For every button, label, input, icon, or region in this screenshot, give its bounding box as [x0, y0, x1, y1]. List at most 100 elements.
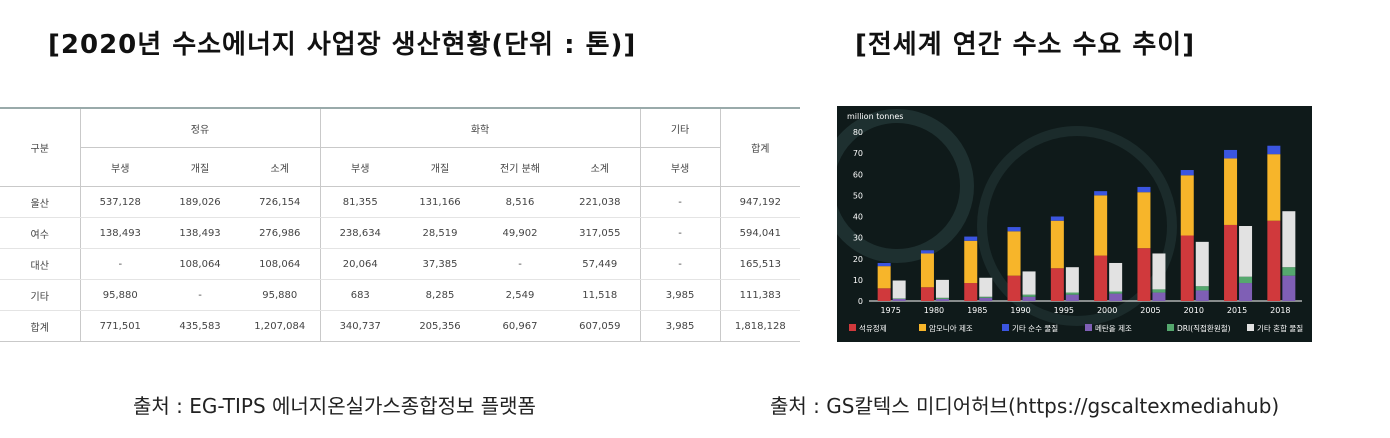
table-cell: -: [79, 248, 160, 280]
x-tick-label: 2018: [1270, 306, 1290, 315]
table-title: [2020년 수소에너지 사업장 생산현황(단위 : 톤)]: [48, 30, 637, 60]
table-cell: 20,064: [319, 248, 400, 280]
chart-source: 출처 : GS칼텍스 미디어허브(https://gscaltexmediahu…: [770, 394, 1280, 418]
x-tick-label: 1995: [1054, 306, 1074, 315]
table-cell: 11,518: [560, 279, 641, 311]
table-cell: 8,516: [480, 186, 560, 218]
bar-segment: [1195, 290, 1209, 301]
bar-segment: [1239, 226, 1253, 277]
table-cell: 111,383: [719, 279, 801, 311]
bar-segment: [1022, 294, 1036, 297]
legend-label: DRI(직접환원철): [1177, 323, 1231, 333]
bar-segment: [1094, 191, 1108, 196]
x-tick-label: 2010: [1184, 306, 1204, 315]
header-group-refining: 정유: [79, 107, 320, 148]
table-row: 합계 771,501 435,583 1,207,084 340,737 205,356 6…: [0, 310, 801, 342]
bar-segment: [964, 240, 978, 284]
table-cell: 435,583: [160, 310, 240, 342]
bar-segment: [1022, 271, 1036, 295]
bar-segment: [1094, 255, 1108, 301]
table-cell: -: [480, 248, 560, 280]
row-label: 기타: [0, 279, 80, 311]
subheader: 부생: [319, 147, 400, 187]
table-cell: 3,985: [639, 310, 721, 342]
bar-segment: [1180, 170, 1194, 176]
table-cell: 131,166: [400, 186, 480, 218]
table-cell: 1,207,084: [240, 310, 320, 342]
table-cell: 340,737: [319, 310, 400, 342]
bar-segment: [1224, 224, 1238, 301]
bar-segment: [1065, 267, 1079, 293]
bar-segment: [877, 262, 891, 267]
table-row: 대산 -108,064 108,064 20,064 37,385-57,449-165…: [0, 248, 801, 280]
bar-segment: [1282, 267, 1296, 276]
bar-segment: [1007, 227, 1021, 232]
bar-segment: [920, 250, 934, 254]
y-tick-label: 0: [858, 297, 863, 306]
row-label: 대산: [0, 248, 80, 280]
bar-segment: [1007, 275, 1021, 301]
bar-segment: [1007, 231, 1021, 276]
y-axis-label: million tonnes: [847, 112, 903, 121]
legend-swatch: [1002, 324, 1009, 331]
table-cell: 537,128: [79, 186, 160, 218]
bar-segment: [935, 279, 949, 298]
table-cell: 138,493: [160, 217, 240, 249]
bar-segment: [1267, 220, 1281, 301]
table-cell: 49,902: [480, 217, 560, 249]
table-cell: 165,513: [719, 248, 801, 280]
y-tick-label: 40: [853, 213, 863, 222]
table-cell: 60,967: [480, 310, 560, 342]
subheader: 부생: [639, 147, 721, 187]
bar-segment: [1050, 216, 1064, 221]
bar-segment: [1239, 283, 1253, 301]
subheader: 전기 분해: [480, 147, 560, 187]
x-tick-label: 2015: [1227, 306, 1247, 315]
row-label: 여수: [0, 217, 80, 249]
legend-label: 기타 순수 물질: [1012, 324, 1058, 333]
bar-segment: [1050, 268, 1064, 301]
table-cell: 37,385: [400, 248, 480, 280]
table-cell: 108,064: [240, 248, 320, 280]
table-cell: 238,634: [319, 217, 400, 249]
table-row: 기타 95,880-95,880 683 8,285 2,549 11,518 3,985 1…: [0, 279, 801, 311]
bar-segment: [1109, 291, 1123, 294]
bar-segment: [892, 298, 906, 301]
bar-segment: [1180, 175, 1194, 236]
bar-segment: [1195, 241, 1209, 287]
bar-segment: [1094, 195, 1108, 256]
legend-swatch: [919, 324, 926, 331]
table-cell: 108,064: [160, 248, 240, 280]
table-source: 출처 : EG-TIPS 에너지온실가스종합정보 플랫폼: [133, 394, 536, 418]
table-cell: 138,493: [79, 217, 160, 249]
chart-svg: million tonnes 0 10 20 30 40 50 60 70 80 1975 1980 1…: [837, 109, 1303, 333]
table-cell: -: [160, 279, 240, 311]
bar-segment: [1282, 275, 1296, 301]
x-tick-label: 1975: [880, 306, 900, 315]
table-cell: 205,356: [400, 310, 480, 342]
table-cell: 95,880: [240, 279, 320, 311]
y-tick-label: 60: [853, 170, 863, 179]
y-tick-label: 20: [853, 255, 863, 264]
legend-swatch: [1085, 324, 1092, 331]
header-total: 합계: [719, 107, 801, 187]
background-decoration: [977, 126, 1177, 326]
legend-label: 석유정제: [859, 323, 887, 333]
table-cell: 95,880: [79, 279, 160, 311]
table-cell: 28,519: [400, 217, 480, 249]
x-tick-label: 1985: [967, 306, 987, 315]
bar-segment: [1180, 235, 1194, 301]
bar-segment: [979, 296, 993, 298]
subheader: 소계: [240, 147, 320, 187]
bar-segment: [1137, 192, 1151, 249]
table-cell: 607,059: [560, 310, 641, 342]
bar-segment: [1065, 294, 1079, 301]
y-tick-label: 50: [853, 191, 863, 200]
table-row: 울산 537,128 189,026 726,154 81,355 131,166 8,51…: [0, 186, 801, 218]
bar-segment: [1152, 289, 1166, 293]
bar-segment: [1137, 248, 1151, 301]
bar-segment: [935, 297, 949, 299]
table-cell: 57,449: [560, 248, 641, 280]
x-tick-label: 1990: [1010, 306, 1030, 315]
table-cell: 276,986: [240, 217, 320, 249]
